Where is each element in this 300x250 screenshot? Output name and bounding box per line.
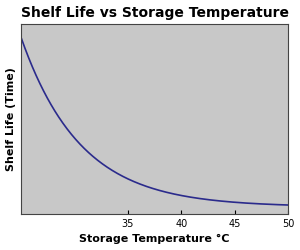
X-axis label: Storage Temperature °C: Storage Temperature °C bbox=[80, 234, 230, 244]
Title: Shelf Life vs Storage Temperature: Shelf Life vs Storage Temperature bbox=[21, 6, 289, 20]
Y-axis label: Shelf Life (Time): Shelf Life (Time) bbox=[6, 67, 16, 171]
